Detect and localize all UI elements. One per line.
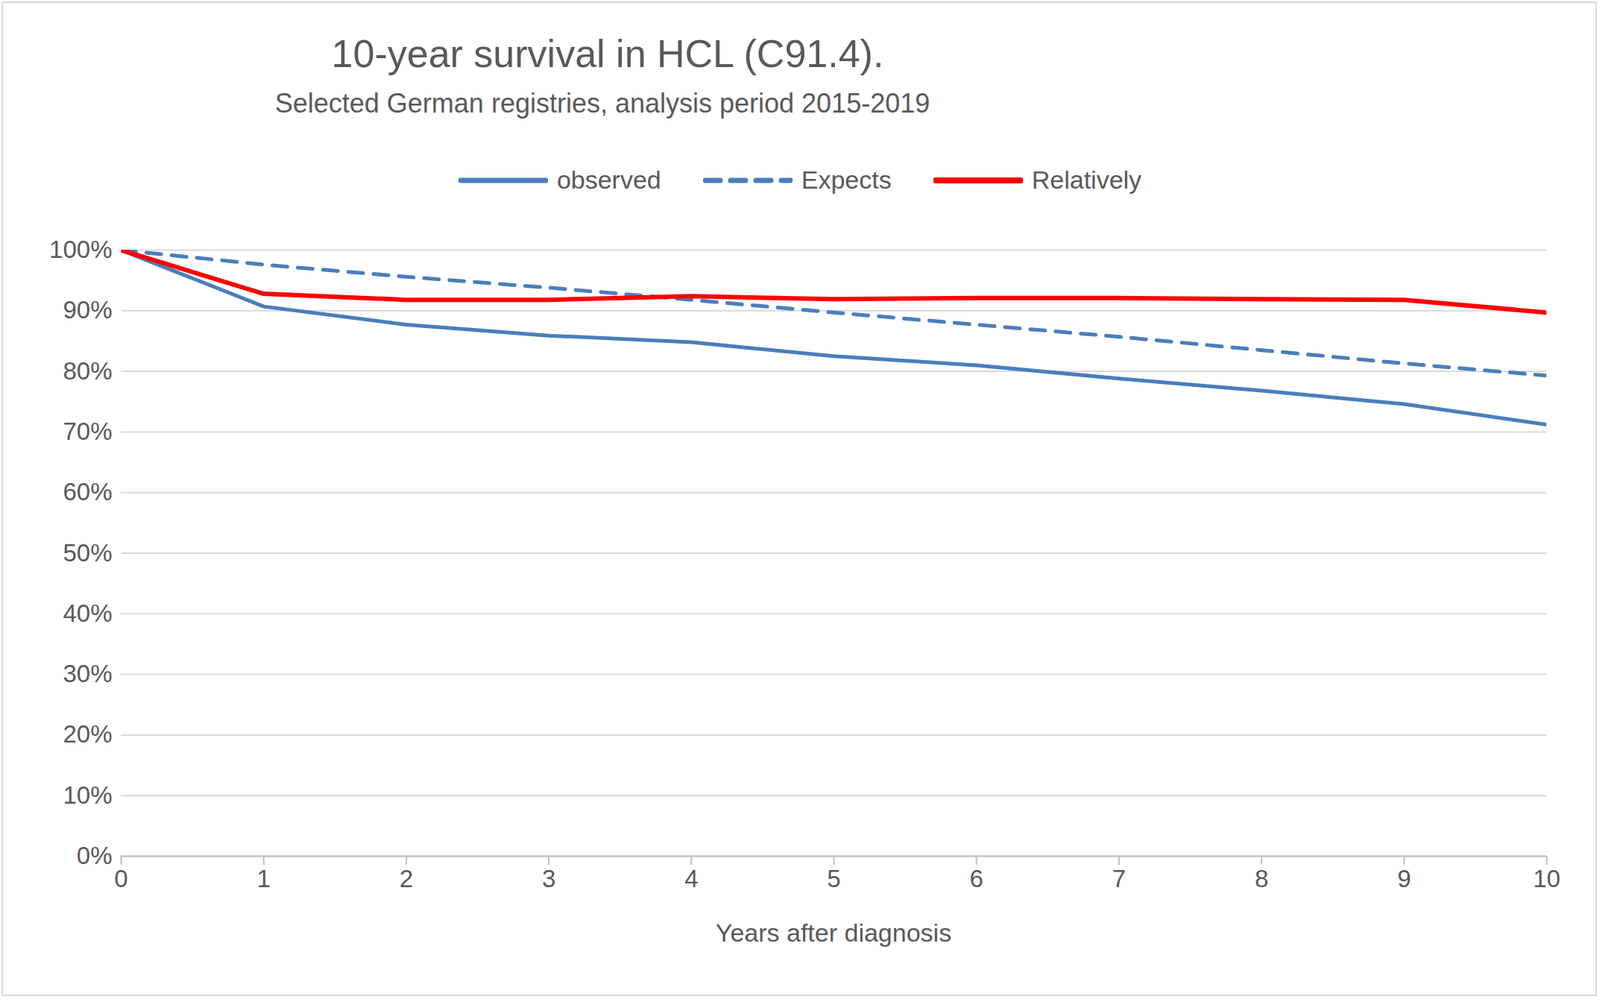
svg-text:50%: 50% [62, 539, 112, 567]
html-text:observed: observed [556, 165, 662, 194]
svg-text:20%: 20% [62, 720, 112, 748]
html-text:Expects: Expects [801, 165, 892, 194]
svg-text:40%: 40% [62, 599, 112, 628]
html-text:Years after diagnosis: Years after diagnosis [715, 918, 952, 947]
html-text:Selected German registries, an: Selected German registries, analysis per… [274, 87, 930, 119]
svg-text:4: 4 [684, 864, 698, 893]
svg-text:70%: 70% [62, 417, 112, 446]
svg-text:80%: 80% [62, 357, 112, 385]
svg-text:6: 6 [969, 864, 984, 893]
svg-text:10%: 10% [62, 781, 112, 809]
svg-text:7: 7 [1112, 864, 1126, 893]
svg-text:30%: 30% [62, 659, 112, 688]
html-text:10-year survival in HCL (C91.4: 10-year survival in HCL (C91.4). [331, 32, 884, 76]
svg-text:2: 2 [399, 864, 414, 893]
svg-text:0%: 0% [76, 841, 113, 870]
svg-text:3: 3 [542, 864, 556, 893]
svg-text:9: 9 [1397, 864, 1411, 893]
svg-text:10: 10 [1532, 864, 1561, 893]
svg-text:90%: 90% [62, 295, 112, 324]
svg-text:1: 1 [257, 864, 271, 893]
svg-text:60%: 60% [62, 477, 112, 506]
svg-text:0: 0 [114, 864, 128, 893]
html-text:Relatively: Relatively [1031, 165, 1142, 194]
svg-text:8: 8 [1254, 864, 1269, 893]
svg-text:100%: 100% [49, 235, 112, 264]
svg-text:5: 5 [826, 864, 841, 893]
